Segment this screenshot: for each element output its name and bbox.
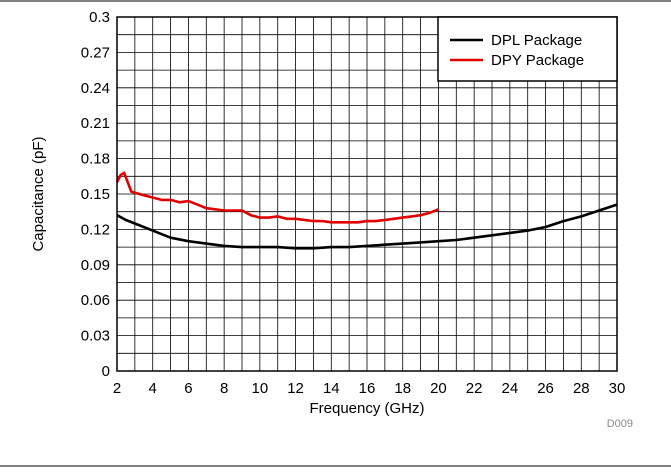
x-tick-label: 24 (502, 380, 519, 397)
x-tick-label: 2 (113, 380, 121, 397)
y-tick-label: 0.15 (81, 186, 110, 203)
legend-label: DPL Package (491, 32, 582, 49)
y-tick-label: 0.24 (81, 80, 110, 97)
x-tick-label: 28 (573, 380, 590, 397)
legend: DPL Package DPY Package (437, 16, 618, 82)
y-tick-label: 0.3 (89, 9, 110, 26)
y-tick-label: 0.18 (81, 151, 110, 168)
y-tick-label: 0.21 (81, 115, 110, 132)
y-tick-label: 0.03 (81, 328, 110, 345)
y-tick-label: 0.27 (81, 44, 110, 61)
series-line-dpl (116, 203, 618, 250)
x-tick-label: 18 (394, 380, 411, 397)
x-tick-label: 20 (430, 380, 447, 397)
x-tick-label: 30 (609, 380, 626, 397)
y-axis-label: Capacitance (pF) (30, 136, 47, 251)
x-tick-label: 6 (184, 380, 192, 397)
series-line-dpy (115, 171, 439, 224)
tick-labels: 2 4 6 8 10 12 14 16 18 20 22 24 26 28 3000.030.060.090… (81, 9, 626, 397)
x-tick-label: 16 (359, 380, 376, 397)
legend-label: DPY Package (491, 52, 584, 69)
x-tick-label: 14 (323, 380, 340, 397)
figure-code: D009 (607, 418, 633, 430)
x-tick-label: 12 (287, 380, 304, 397)
grid (116, 16, 618, 372)
x-axis-label: Frequency (GHz) (309, 400, 424, 417)
y-tick-label: 0.09 (81, 257, 110, 274)
legend-box (437, 16, 618, 82)
y-tick-label: 0.06 (81, 292, 110, 309)
x-tick-label: 10 (252, 380, 269, 397)
x-tick-label: 22 (466, 380, 483, 397)
x-tick-label: 8 (220, 380, 228, 397)
x-tick-label: 26 (537, 380, 554, 397)
y-tick-label: 0.12 (81, 221, 110, 238)
x-tick-label: 4 (149, 380, 157, 397)
y-tick-label: 0 (102, 363, 110, 380)
data-series (115, 171, 618, 250)
plot-frame (116, 16, 618, 372)
